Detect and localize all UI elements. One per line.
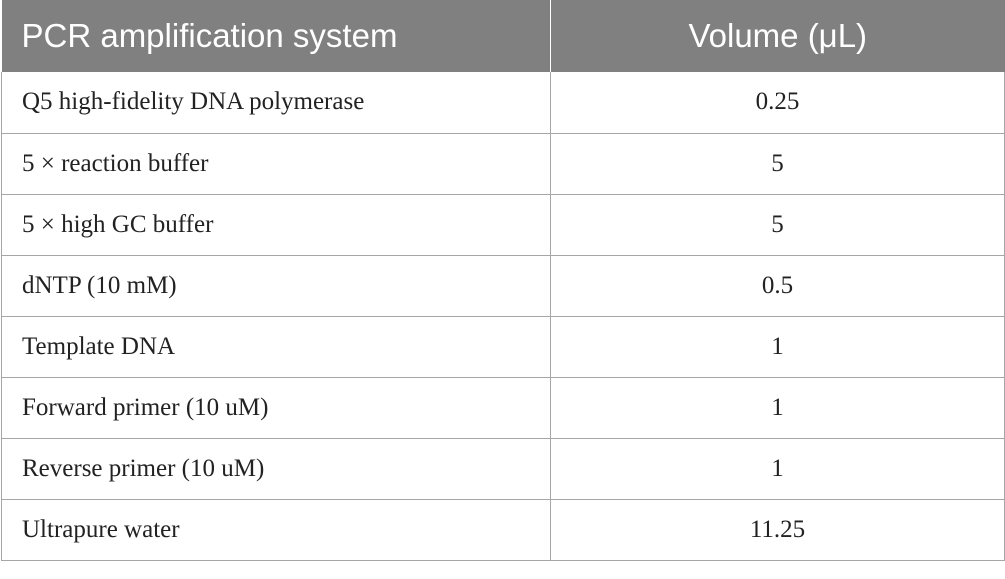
component-cell: Q5 high-fidelity DNA polymerase <box>1 72 551 134</box>
table-row: Q5 high-fidelity DNA polymerase 0.25 <box>1 72 1005 134</box>
table-row: Reverse primer (10 uM) 1 <box>1 438 1005 500</box>
volume-cell: 11.25 <box>550 499 1005 561</box>
header-volume: Volume (μL) <box>550 0 1005 72</box>
pcr-amplification-table: PCR amplification system Volume (μL) Q5 … <box>1 0 1005 561</box>
table-row: 5 × reaction buffer 5 <box>1 133 1005 195</box>
component-cell: Reverse primer (10 uM) <box>1 438 551 500</box>
volume-cell: 5 <box>550 194 1005 256</box>
volume-cell: 1 <box>550 316 1005 378</box>
volume-cell: 0.25 <box>550 72 1005 134</box>
component-cell: 5 × high GC buffer <box>1 194 551 256</box>
component-cell: dNTP (10 mM) <box>1 255 551 317</box>
component-cell: Forward primer (10 uM) <box>1 377 551 439</box>
table-row: 5 × high GC buffer 5 <box>1 194 1005 256</box>
table-row: dNTP (10 mM) 0.5 <box>1 255 1005 317</box>
volume-cell: 0.5 <box>550 255 1005 317</box>
header-row: PCR amplification system Volume (μL) <box>1 0 1005 72</box>
component-cell: Template DNA <box>1 316 551 378</box>
volume-cell: 5 <box>550 133 1005 195</box>
table-body: Q5 high-fidelity DNA polymerase 0.25 5 ×… <box>1 72 1005 561</box>
table-row: Ultrapure water 11.25 <box>1 499 1005 561</box>
volume-cell: 1 <box>550 377 1005 439</box>
table-row: Forward primer (10 uM) 1 <box>1 377 1005 439</box>
volume-cell: 1 <box>550 438 1005 500</box>
component-cell: Ultrapure water <box>1 499 551 561</box>
header-pcr-system: PCR amplification system <box>1 0 551 72</box>
table-header: PCR amplification system Volume (μL) <box>1 0 1005 72</box>
table-row: Template DNA 1 <box>1 316 1005 378</box>
component-cell: 5 × reaction buffer <box>1 133 551 195</box>
